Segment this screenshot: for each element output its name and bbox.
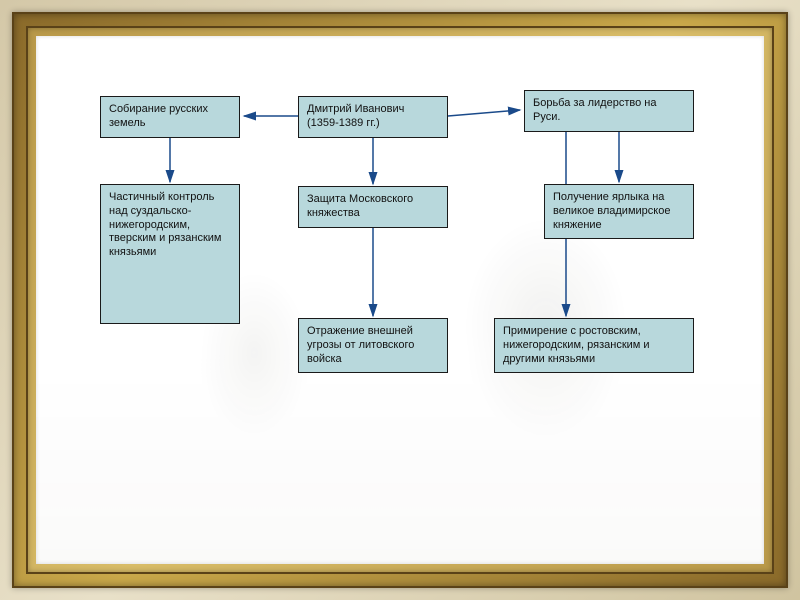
flowchart-node-mid-right: Получение ярлыка на великое владимирское… bbox=[544, 184, 694, 239]
flowchart-node-bot-right: Примирение с ростовским, нижегородским, … bbox=[494, 318, 694, 373]
flowchart-node-mid-left: Частичный контроль над суздальско-нижего… bbox=[100, 184, 240, 324]
flowchart-node-mid-center: Защита Московского княжества bbox=[298, 186, 448, 228]
flowchart-node-top-right: Борьба за лидерство на Руси. bbox=[524, 90, 694, 132]
flowchart-node-top-center: Дмитрий Иванович (1359-1389 гг.) bbox=[298, 96, 448, 138]
flowchart-node-bot-center: Отражение внешней угрозы от литовского в… bbox=[298, 318, 448, 373]
flowchart-node-top-left: Собирание русских земель bbox=[100, 96, 240, 138]
diagram-canvas: Собирание русских земель Дмитрий Иванович… bbox=[36, 36, 764, 564]
